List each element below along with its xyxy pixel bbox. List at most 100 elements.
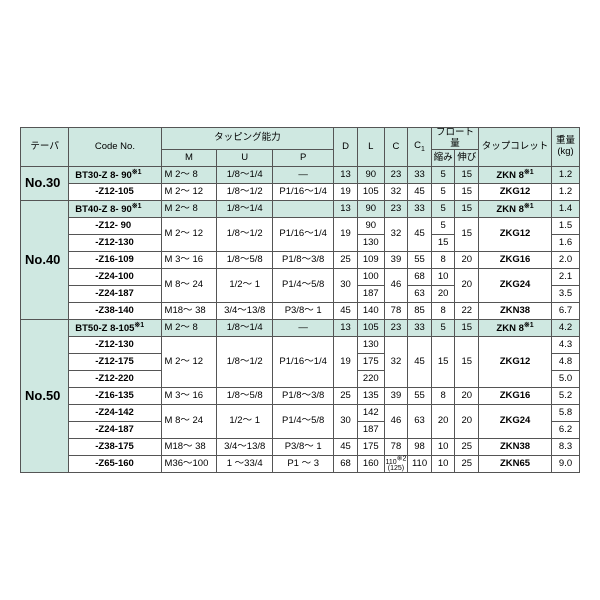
weight-cell: 1.6 <box>552 235 580 252</box>
c-cell: 32 <box>384 184 408 201</box>
u-cell: 3/4～13/8 <box>217 439 273 456</box>
extend-cell: 20 <box>455 269 479 303</box>
weight-cell: 4.3 <box>552 337 580 354</box>
c1-cell: 63 <box>408 405 432 439</box>
weight-cell: 5.8 <box>552 405 580 422</box>
collet-cell: ZKG12 <box>479 337 552 388</box>
d-cell: 30 <box>334 405 358 439</box>
m-cell: M36～100 <box>161 456 217 473</box>
l-cell: 142 <box>357 405 384 422</box>
m-cell: M 2～ 12 <box>161 218 217 252</box>
code-cell: -Z12-130 <box>69 337 161 354</box>
shrink-cell: 8 <box>431 303 455 320</box>
l-cell: 160 <box>357 456 384 473</box>
table-header: テーパ Code No. タッピング能力 D L C C1 フロート量 タップコ… <box>21 127 580 167</box>
l-cell: 90 <box>357 167 384 184</box>
table-row: -Z16-135M 3～ 161/8～5/8P1/8～3/82513539558… <box>21 388 580 405</box>
p-cell: P1/4～5/8 <box>273 269 334 303</box>
c1-cell: 85 <box>408 303 432 320</box>
u-cell: 1/8～5/8 <box>217 252 273 269</box>
code-cell: -Z16-109 <box>69 252 161 269</box>
taper-cell: No.40 <box>21 201 69 320</box>
extend-cell: 20 <box>455 405 479 439</box>
p-cell: P1/8～3/8 <box>273 252 334 269</box>
shrink-cell: 5 <box>431 320 455 337</box>
m-cell: M 2～ 8 <box>161 201 217 218</box>
shrink-cell: 20 <box>431 286 455 303</box>
d-cell: 13 <box>334 167 358 184</box>
extend-cell: 20 <box>455 388 479 405</box>
weight-cell: 1.4 <box>552 201 580 218</box>
table-row: -Z65-160M36～1001 ～33/4P1 ～ 368160110※2(1… <box>21 456 580 473</box>
c1-cell: 68 <box>408 269 432 286</box>
l-cell: 130 <box>357 235 384 252</box>
l-cell: 175 <box>357 439 384 456</box>
extend-cell: 25 <box>455 456 479 473</box>
u-cell: 1/8～1/2 <box>217 184 273 201</box>
p-cell: P1/8～3/8 <box>273 388 334 405</box>
l-cell: 90 <box>357 218 384 235</box>
m-cell: M18～ 38 <box>161 439 217 456</box>
weight-cell: 1.5 <box>552 218 580 235</box>
shrink-cell: 20 <box>431 405 455 439</box>
c-cell: 39 <box>384 388 408 405</box>
c-cell: 23 <box>384 201 408 218</box>
m-cell: M 3～ 16 <box>161 388 217 405</box>
shrink-cell: 5 <box>431 201 455 218</box>
shrink-cell: 5 <box>431 184 455 201</box>
d-cell: 25 <box>334 388 358 405</box>
code-cell: -Z12-175 <box>69 354 161 371</box>
u-cell: 1/2～ 1 <box>217 405 273 439</box>
code-cell: -Z24-187 <box>69 286 161 303</box>
d-cell: 68 <box>334 456 358 473</box>
u-cell: 1/8～1/4 <box>217 320 273 337</box>
collet-cell: ZKN 8※1 <box>479 320 552 337</box>
code-cell: -Z12-130 <box>69 235 161 252</box>
p-cell: P3/8～ 1 <box>273 303 334 320</box>
col-m: M <box>161 150 217 167</box>
m-cell: M 3～ 16 <box>161 252 217 269</box>
u-cell: 1/8～1/4 <box>217 167 273 184</box>
c-cell: 39 <box>384 252 408 269</box>
collet-cell: ZKN65 <box>479 456 552 473</box>
code-cell: -Z24-142 <box>69 405 161 422</box>
m-cell: M 8～ 24 <box>161 405 217 439</box>
table-row: -Z12- 90M 2～ 121/8～1/2P1/16～1/4199032455… <box>21 218 580 235</box>
l-cell: 109 <box>357 252 384 269</box>
l-cell: 187 <box>357 422 384 439</box>
taper-cell: No.30 <box>21 167 69 201</box>
shrink-cell: 8 <box>431 252 455 269</box>
d-cell: 25 <box>334 252 358 269</box>
p-cell <box>273 201 334 218</box>
shrink-cell: 10 <box>431 269 455 286</box>
weight-cell: 5.2 <box>552 388 580 405</box>
p-cell: P1 ～ 3 <box>273 456 334 473</box>
u-cell: 1/8～1/2 <box>217 337 273 388</box>
c1-cell: 63 <box>408 286 432 303</box>
code-cell: -Z12-105 <box>69 184 161 201</box>
collet-cell: ZKN38 <box>479 439 552 456</box>
p-cell: P1/16～1/4 <box>273 184 334 201</box>
weight-cell: 3.5 <box>552 286 580 303</box>
collet-cell: ZKG16 <box>479 388 552 405</box>
c1-cell: 110 <box>408 456 432 473</box>
m-cell: M18～ 38 <box>161 303 217 320</box>
weight-cell: 8.3 <box>552 439 580 456</box>
u-cell: 1/8～1/2 <box>217 218 273 252</box>
d-cell: 19 <box>334 184 358 201</box>
code-cell: BT40-Z 8- 90※1 <box>69 201 161 218</box>
table-row: -Z16-109M 3～ 161/8～5/8P1/8～3/82510939558… <box>21 252 580 269</box>
collet-cell: ZKG24 <box>479 405 552 439</box>
weight-cell: 5.0 <box>552 371 580 388</box>
c1-cell: 33 <box>408 201 432 218</box>
u-cell: 1/8～5/8 <box>217 388 273 405</box>
d-cell: 19 <box>334 218 358 252</box>
weight-cell: 4.8 <box>552 354 580 371</box>
code-cell: BT30-Z 8- 90※1 <box>69 167 161 184</box>
m-cell: M 2～ 8 <box>161 320 217 337</box>
p-cell: P1/16～1/4 <box>273 337 334 388</box>
m-cell: M 8～ 24 <box>161 269 217 303</box>
c-cell: 78 <box>384 303 408 320</box>
u-cell: 3/4～13/8 <box>217 303 273 320</box>
c-cell: 32 <box>384 337 408 388</box>
